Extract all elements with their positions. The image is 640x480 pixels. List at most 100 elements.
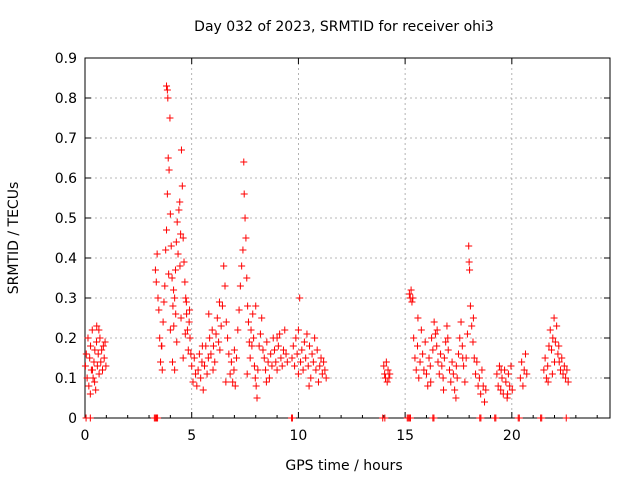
data-point-marker — [466, 266, 474, 274]
data-point-marker — [88, 326, 96, 334]
data-point-marker — [82, 350, 90, 358]
data-point-marker — [416, 358, 424, 366]
data-point-marker — [221, 282, 229, 290]
data-point-marker — [506, 382, 514, 390]
data-point-marker — [541, 354, 549, 362]
data-point-marker — [259, 346, 267, 354]
data-point-marker — [248, 342, 256, 350]
data-point-marker — [383, 378, 391, 386]
data-point-marker — [456, 334, 464, 342]
data-point-marker — [504, 390, 512, 398]
data-point-marker — [81, 362, 89, 370]
data-point-marker — [189, 378, 197, 386]
data-point-marker — [101, 338, 109, 346]
data-point-marker — [240, 190, 248, 198]
data-point-marker — [188, 362, 196, 370]
data-point-marker — [466, 302, 474, 310]
data-point-marker — [277, 354, 285, 362]
data-point-marker — [419, 350, 427, 358]
data-point-marker — [428, 334, 436, 342]
data-point-marker — [231, 382, 239, 390]
data-point-marker — [313, 346, 321, 354]
data-point-marker — [151, 266, 159, 274]
data-point-marker — [239, 246, 247, 254]
data-point-marker — [209, 366, 217, 374]
data-point-marker — [559, 370, 567, 378]
data-point-marker — [414, 342, 421, 350]
data-point-marker — [247, 326, 255, 334]
data-point-marker — [94, 350, 102, 358]
data-point-marker — [90, 358, 98, 366]
data-point-marker — [434, 358, 442, 366]
data-point-marker — [93, 362, 101, 370]
data-point-marker — [164, 94, 172, 102]
data-point-marker — [215, 338, 223, 346]
data-point-marker — [521, 350, 529, 358]
data-point-marker — [229, 378, 237, 386]
data-point-marker — [198, 342, 206, 350]
data-point-marker — [193, 382, 201, 390]
data-point-marker — [99, 366, 106, 374]
data-point-marker — [158, 342, 166, 350]
data-point-marker — [473, 358, 481, 366]
data-point-marker — [440, 386, 448, 394]
data-point-marker — [406, 414, 414, 422]
data-point-marker — [493, 370, 501, 378]
data-point-marker — [444, 334, 452, 342]
data-point-marker — [153, 250, 161, 258]
data-point-marker — [442, 338, 450, 346]
data-point-marker — [422, 370, 430, 378]
data-point-marker — [431, 330, 439, 338]
data-point-marker — [562, 414, 570, 422]
x-tick-label: 20 — [503, 428, 521, 444]
data-point-marker — [171, 266, 179, 274]
data-point-marker — [479, 382, 487, 390]
data-point-marker — [87, 342, 95, 350]
data-point-marker — [254, 366, 262, 374]
data-point-marker — [382, 358, 390, 366]
data-point-marker — [497, 386, 505, 394]
data-point-marker — [478, 366, 486, 374]
data-point-marker — [302, 354, 310, 362]
data-point-marker — [424, 382, 432, 390]
data-point-marker — [443, 322, 451, 330]
data-point-marker — [294, 326, 302, 334]
data-point-marker — [165, 166, 173, 174]
data-point-marker — [449, 370, 457, 378]
data-point-marker — [459, 354, 467, 362]
data-point-marker — [452, 362, 460, 370]
x-tick-label: 15 — [396, 428, 414, 444]
y-tick-label: 0.6 — [55, 171, 77, 187]
data-point-marker — [492, 414, 500, 422]
data-point-marker — [222, 378, 230, 386]
data-point-marker — [554, 350, 562, 358]
data-point-marker — [461, 378, 469, 386]
data-point-marker — [411, 354, 419, 362]
data-point-marker — [507, 362, 515, 370]
data-point-marker — [186, 334, 194, 342]
data-point-marker — [300, 338, 308, 346]
data-point-marker — [296, 294, 304, 302]
data-point-marker — [205, 310, 213, 318]
data-point-marker — [427, 378, 435, 386]
data-point-marker — [519, 382, 527, 390]
data-point-marker — [381, 414, 389, 422]
data-point-marker — [176, 198, 184, 206]
data-point-marker — [98, 346, 106, 354]
data-point-marker — [163, 190, 171, 198]
data-point-marker — [166, 210, 174, 218]
data-point-marker — [314, 378, 322, 386]
data-point-marker — [95, 370, 103, 378]
data-point-marker — [469, 314, 477, 322]
data-point-marker — [91, 378, 99, 386]
y-tick-label: 0.5 — [55, 211, 77, 227]
x-tick-label: 0 — [81, 428, 90, 444]
data-point-marker — [157, 358, 165, 366]
data-point-marker — [178, 182, 186, 190]
data-point-marker — [304, 362, 312, 370]
data-point-marker — [161, 282, 169, 290]
data-point-marker — [190, 354, 198, 362]
data-point-marker — [542, 374, 550, 382]
data-point-marker — [470, 354, 478, 362]
data-point-marker — [174, 250, 182, 258]
